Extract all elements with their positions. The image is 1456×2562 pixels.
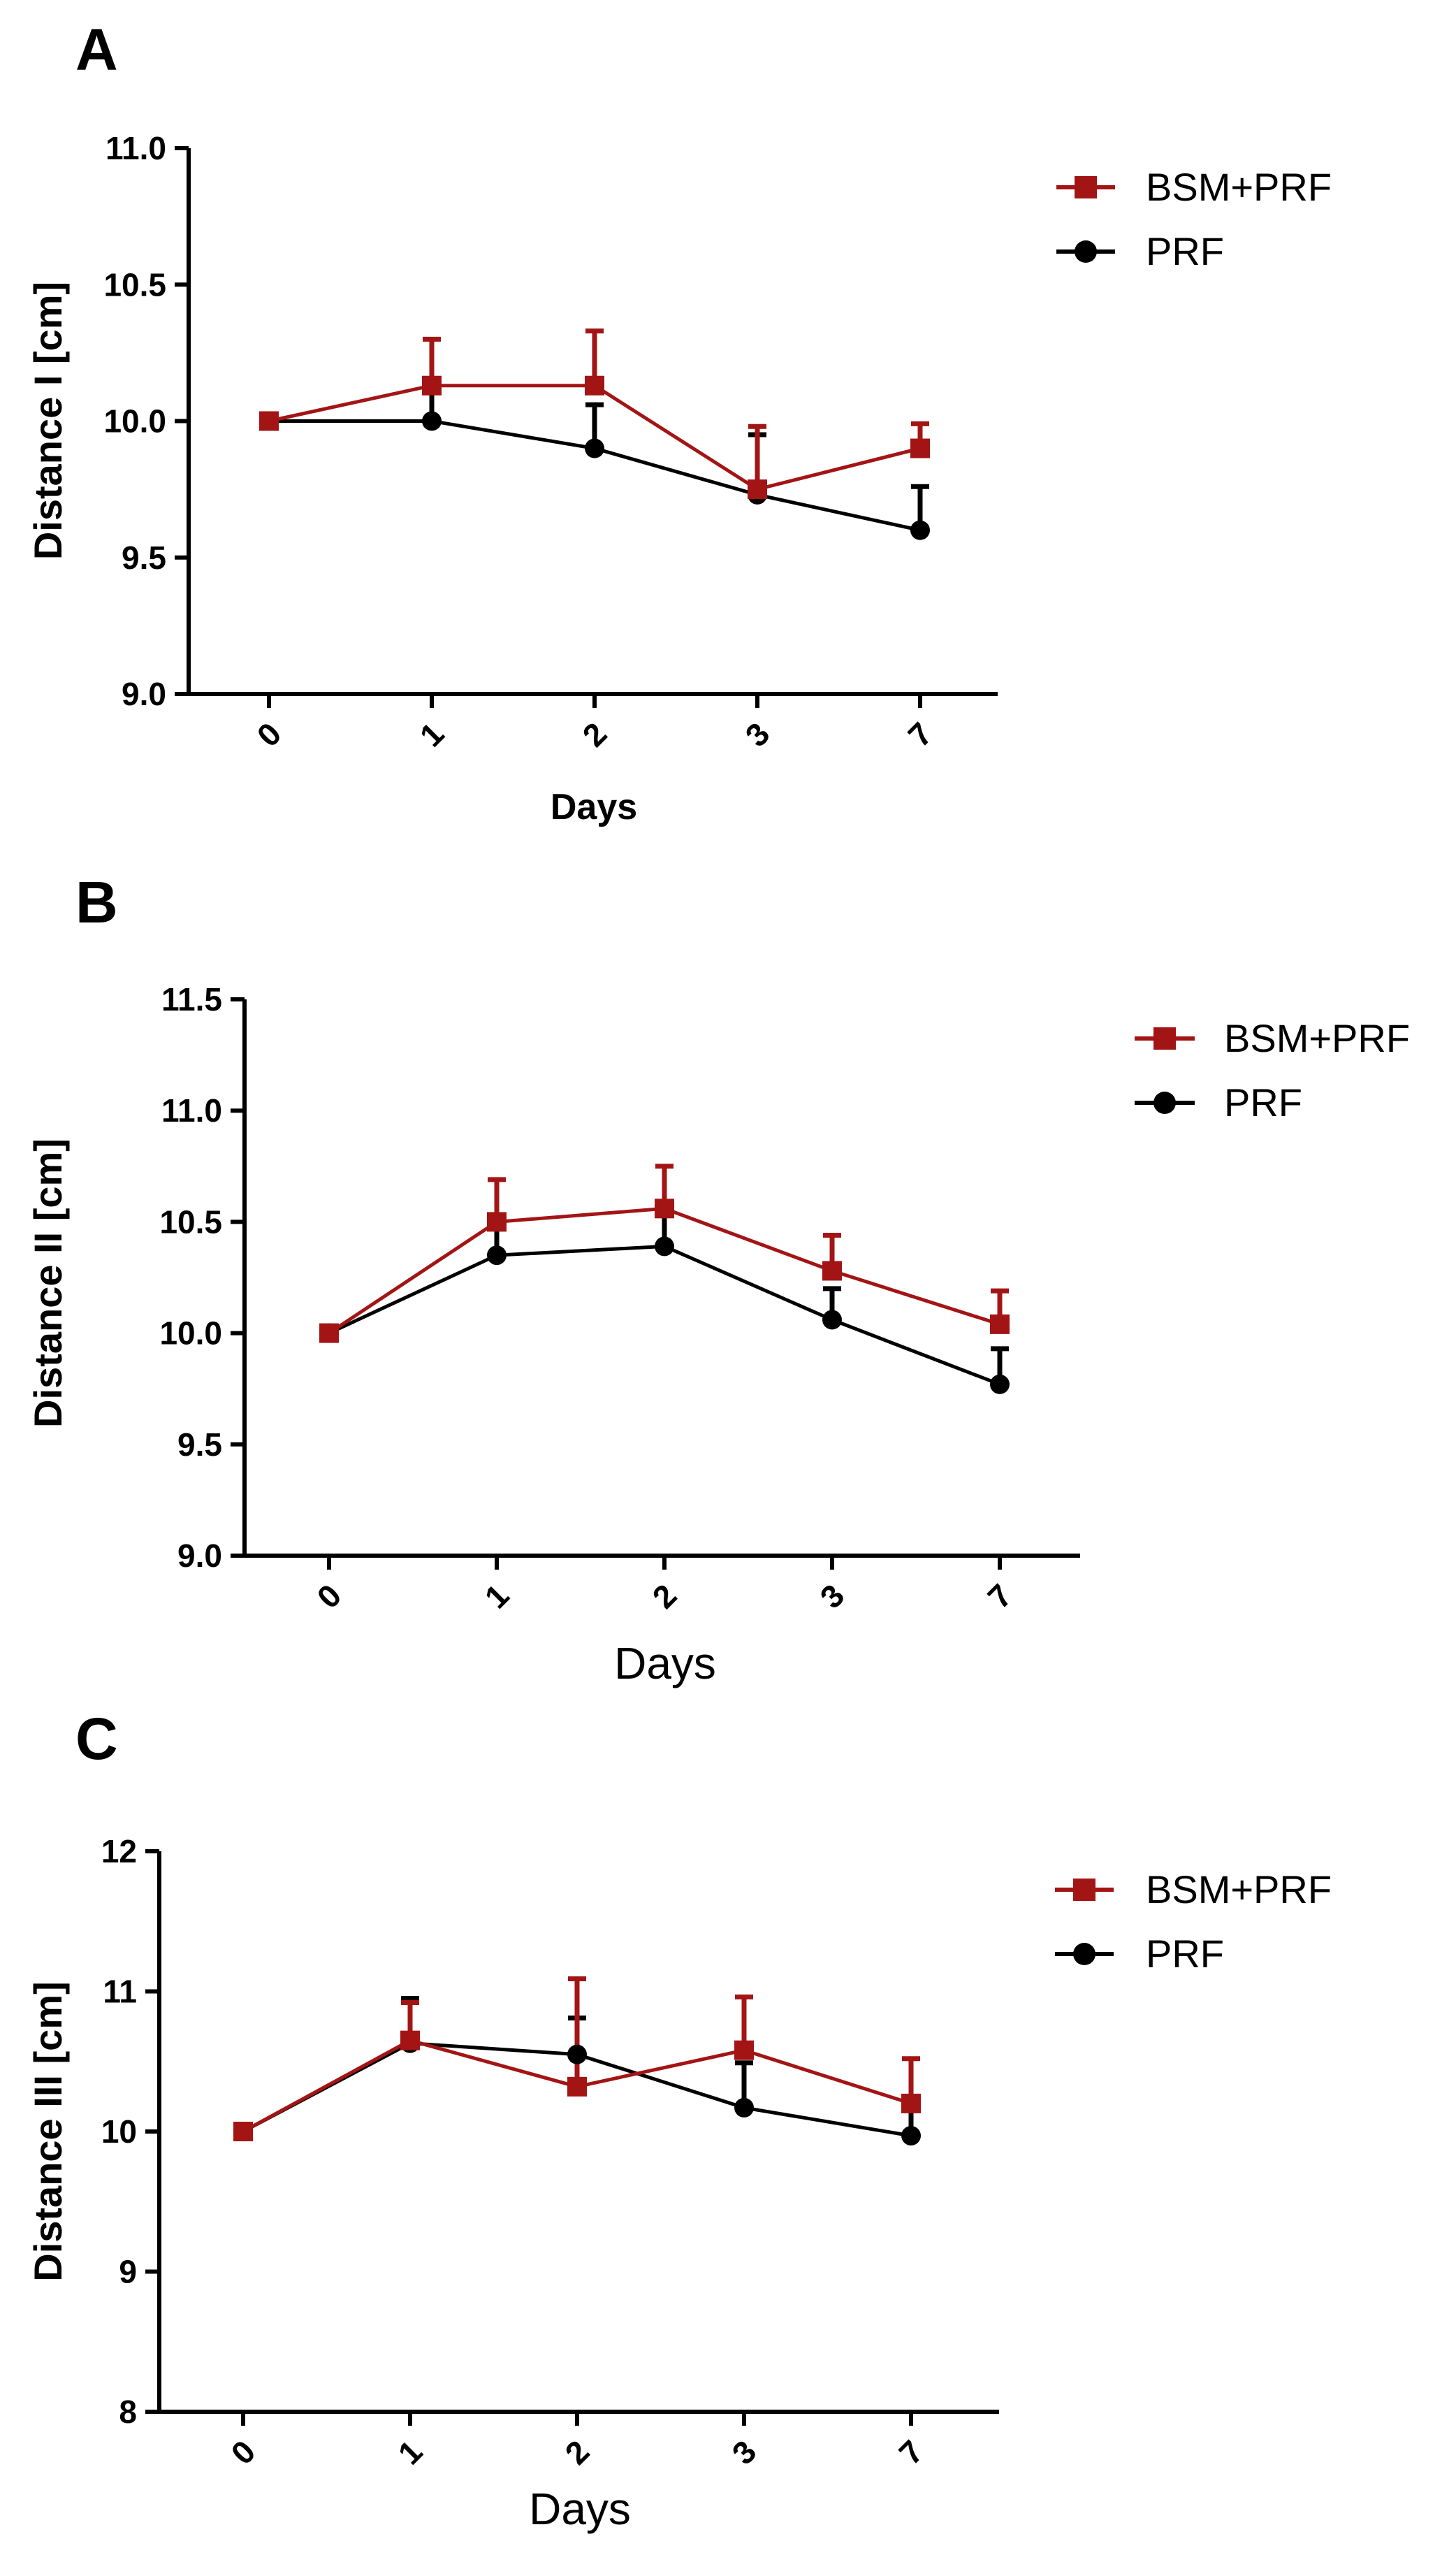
panel-a: A 9.0 9.5 10.0 10.5 11.0 0 1 2 3 7 Dista… <box>26 17 1332 827</box>
panel-b-xlabel: Days <box>614 1638 716 1688</box>
panel-b-legend-circle-marker <box>1153 1092 1176 1114</box>
panel-c-ylabel: Distance III [cm] <box>26 1981 70 2281</box>
panel-a-ylabel: Distance I [cm] <box>26 282 70 560</box>
panel-b-point-bsm-prf <box>319 1323 339 1343</box>
panel-a-xtick: 2 <box>576 716 614 754</box>
panel-a-point-bsm-prf <box>259 411 279 431</box>
panel-a-ytick: 9.0 <box>122 676 166 712</box>
panel-a-point-bsm-prf <box>748 479 767 500</box>
panel-b-legend-label-bsm-prf: BSM+PRF <box>1224 1016 1410 1060</box>
panel-b-point-prf <box>655 1236 674 1257</box>
panel-b-legend: BSM+PRF PRF <box>1135 1016 1410 1124</box>
panel-c-legend: BSM+PRF PRF <box>1055 1867 1332 1976</box>
panel-b-xtick: 0 <box>310 1577 349 1616</box>
panel-b-point-prf <box>822 1310 842 1330</box>
panel-b-legend-label-prf: PRF <box>1224 1080 1302 1124</box>
panel-c-xtick: 7 <box>892 2433 931 2472</box>
panel-c-point-prf <box>734 2097 754 2118</box>
panel-c-legend-square-marker <box>1073 1879 1095 1901</box>
panel-c-xtick: 2 <box>558 2433 597 2472</box>
panel-c: C 8 9 10 11 12 0 1 2 3 7 Distance III [c… <box>26 1706 1332 2534</box>
panel-b-ytick: 11.5 <box>161 981 222 1018</box>
panel-a-point-bsm-prf <box>910 438 930 458</box>
panel-a-xtick: 7 <box>901 716 940 754</box>
panel-a-xtick: 0 <box>250 716 289 754</box>
panel-a-legend-label-prf: PRF <box>1146 229 1224 273</box>
panel-c-legend-label-bsm-prf: BSM+PRF <box>1146 1867 1332 1911</box>
panel-b-ytick: 10.0 <box>159 1315 222 1352</box>
panel-c-point-bsm-prf <box>567 2076 587 2097</box>
panel-b-point-prf <box>990 1374 1010 1394</box>
panel-c-point-bsm-prf <box>233 2122 253 2141</box>
panel-a-ytick: 9.5 <box>122 540 166 576</box>
panel-c-ytick: 10 <box>101 2113 137 2150</box>
panel-a-point-bsm-prf <box>422 375 442 396</box>
panel-a-plot-area <box>175 146 930 708</box>
panel-b-point-bsm-prf <box>822 1261 842 1281</box>
panel-a-letter: A <box>75 17 118 82</box>
panel-a-xlabel: Days <box>551 787 637 827</box>
panel-a-legend-square-marker <box>1075 176 1097 198</box>
panel-b-plot-area <box>231 997 1010 1570</box>
panel-a-legend-label-bsm-prf: BSM+PRF <box>1146 165 1332 209</box>
panel-b-xtick: 7 <box>981 1577 1019 1616</box>
panel-b-xtick: 2 <box>646 1577 684 1616</box>
panel-a-point-prf <box>910 520 930 540</box>
panel-c-ytick: 8 <box>119 2394 137 2430</box>
panel-b-ylabel: Distance II [cm] <box>26 1138 70 1428</box>
panel-b: B 9.0 9.5 10.0 10.5 11.0 11.5 0 1 2 3 7 … <box>26 869 1410 1688</box>
panel-b-legend-square-marker <box>1153 1027 1176 1050</box>
panel-c-legend-label-prf: PRF <box>1146 1932 1224 1976</box>
panel-a-xtick: 1 <box>413 716 451 754</box>
panel-c-point-bsm-prf <box>734 2040 754 2060</box>
panel-c-xlabel: Days <box>529 2484 631 2534</box>
panel-b-point-bsm-prf <box>487 1212 507 1232</box>
panel-b-ytick: 10.5 <box>159 1203 222 1240</box>
panel-c-plot-area <box>145 1849 921 2426</box>
panel-a-point-prf <box>585 438 604 458</box>
panel-a-xtick: 3 <box>738 716 777 754</box>
panel-c-xtick: 0 <box>224 2433 263 2472</box>
panel-c-point-prf <box>567 2044 587 2064</box>
panel-b-xtick: 1 <box>478 1577 516 1616</box>
panel-b-xtick: 3 <box>813 1577 852 1616</box>
panel-a-legend-circle-marker <box>1075 240 1097 263</box>
panel-c-legend-circle-marker <box>1073 1943 1095 1965</box>
panel-c-ytick: 12 <box>101 1833 137 1869</box>
panel-b-point-bsm-prf <box>990 1314 1010 1334</box>
panel-a-legend: BSM+PRF PRF <box>1056 165 1332 273</box>
panel-c-point-bsm-prf <box>901 2093 921 2113</box>
panel-b-point-prf <box>487 1245 507 1266</box>
panel-c-xtick: 3 <box>725 2433 764 2472</box>
panel-b-letter: B <box>75 869 118 935</box>
panel-b-ytick: 11.0 <box>161 1092 222 1129</box>
panel-a-point-prf <box>422 411 442 431</box>
panel-c-ytick: 11 <box>103 1974 137 2010</box>
panel-c-ytick: 9 <box>119 2254 137 2290</box>
panel-b-point-bsm-prf <box>655 1199 674 1219</box>
panel-a-point-bsm-prf <box>585 375 604 396</box>
panel-b-ytick: 9.0 <box>177 1537 222 1574</box>
panel-a-ytick: 10.0 <box>103 403 166 440</box>
panel-a-ytick: 10.5 <box>103 266 166 303</box>
panel-b-ytick: 9.5 <box>177 1426 222 1463</box>
panel-c-xtick: 1 <box>391 2433 430 2472</box>
panel-c-point-bsm-prf <box>400 2030 420 2050</box>
panel-c-point-prf <box>901 2126 921 2146</box>
panel-c-letter: C <box>75 1706 118 1772</box>
panel-a-ytick: 11.0 <box>105 130 166 166</box>
